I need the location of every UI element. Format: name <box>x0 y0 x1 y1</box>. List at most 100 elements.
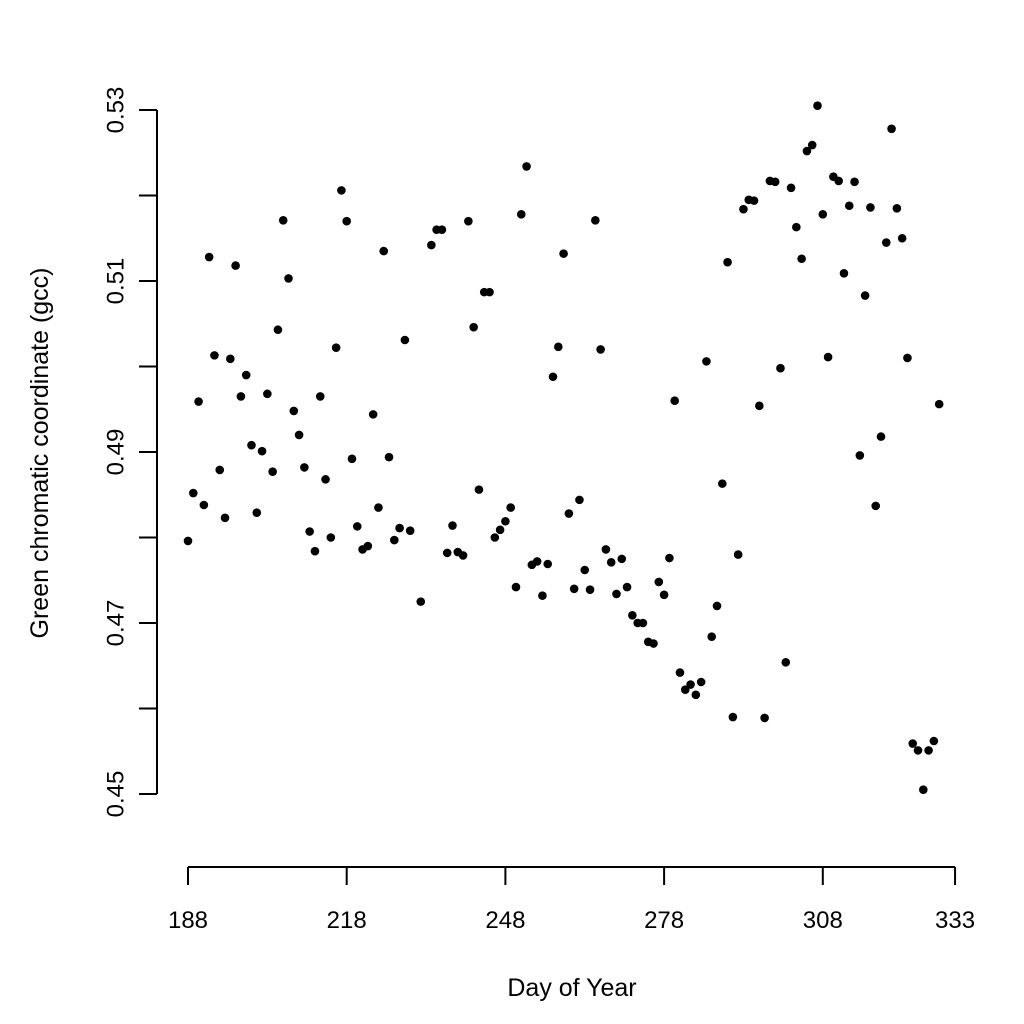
data-point <box>294 430 304 440</box>
y-tick-label: 0.51 <box>103 258 130 305</box>
y-tick-label: 0.49 <box>103 429 130 476</box>
data-point <box>342 216 352 226</box>
data-point <box>416 597 426 606</box>
data-point <box>871 501 880 511</box>
y-tick-label: 0.53 <box>103 87 130 134</box>
data-point <box>427 240 436 250</box>
data-point <box>924 746 933 755</box>
data-point <box>252 508 262 518</box>
data-point <box>532 557 542 566</box>
data-point <box>231 261 240 270</box>
data-point <box>834 176 843 186</box>
data-point <box>659 590 669 600</box>
data-point <box>379 246 389 256</box>
data-point <box>818 210 828 219</box>
data-point <box>405 526 415 535</box>
data-point <box>696 677 706 687</box>
data-point <box>675 668 685 677</box>
data-point <box>881 238 891 247</box>
data-point <box>543 559 553 569</box>
data-point <box>839 269 849 278</box>
data-point <box>273 325 283 335</box>
data-point <box>617 554 627 564</box>
data-point <box>897 233 907 243</box>
data-point <box>352 522 362 531</box>
data-point <box>215 465 225 475</box>
data-point <box>226 354 235 364</box>
data-point <box>755 401 764 411</box>
y-tick-label: 0.47 <box>103 600 130 647</box>
data-point <box>400 335 410 345</box>
data-point <box>241 370 251 380</box>
data-point <box>702 357 711 366</box>
data-point <box>559 249 568 258</box>
data-point <box>866 203 875 212</box>
data-point <box>300 463 309 472</box>
x-axis-title: Day of Year <box>507 974 636 1002</box>
data-point <box>717 479 727 488</box>
data-point <box>850 177 859 187</box>
x-tick-label: 218 <box>327 907 367 934</box>
data-point <box>236 392 246 401</box>
data-point <box>442 548 452 558</box>
data-point <box>622 582 632 592</box>
data-point <box>728 712 738 722</box>
data-point <box>606 557 616 567</box>
data-point <box>390 535 399 545</box>
data-point <box>263 389 272 399</box>
data-point <box>384 452 394 462</box>
data-point <box>628 611 637 620</box>
data-point <box>707 632 717 641</box>
data-point <box>733 550 743 559</box>
data-point <box>665 553 674 563</box>
data-point <box>368 410 378 419</box>
data-point <box>760 713 769 723</box>
data-point <box>749 196 759 205</box>
data-point <box>680 685 690 694</box>
data-point <box>802 146 812 156</box>
x-tick-label: 188 <box>168 907 208 934</box>
data-point <box>813 101 822 111</box>
data-point <box>786 183 796 193</box>
data-point <box>495 525 505 535</box>
data-point <box>919 785 928 795</box>
data-point <box>289 406 299 416</box>
data-point <box>649 639 658 648</box>
data-point <box>326 533 336 542</box>
data-point <box>485 287 494 297</box>
data-point <box>591 215 600 225</box>
data-point <box>448 521 457 530</box>
x-axis: 188 218 248 278 308 333 <box>168 866 975 934</box>
data-point <box>575 495 584 505</box>
data-point <box>374 503 383 512</box>
data-point <box>305 527 314 536</box>
data-point <box>395 523 404 533</box>
data-point <box>596 345 605 354</box>
data-point <box>876 432 886 441</box>
data-point <box>723 257 732 267</box>
data-point <box>437 225 447 234</box>
data-point <box>739 204 748 214</box>
data-point <box>247 440 256 450</box>
data-point <box>844 201 854 211</box>
data-point <box>712 601 722 611</box>
data-point <box>554 342 563 352</box>
data-point <box>183 536 193 546</box>
data-point <box>458 551 468 560</box>
y-tick-label: 0.45 <box>103 771 130 818</box>
y-ticks: 0.45 0.47 0.49 0.51 0.53 <box>103 87 157 818</box>
data-point <box>204 252 214 262</box>
y-axis: 0.45 0.47 0.49 0.51 0.53 <box>103 87 158 818</box>
data-point <box>199 500 209 510</box>
data-point <box>638 618 648 628</box>
data-point <box>776 363 785 373</box>
data-point <box>337 186 346 195</box>
data-point <box>670 396 679 406</box>
data-point <box>538 591 547 600</box>
data-point <box>315 392 325 401</box>
data-point <box>654 577 664 587</box>
data-point <box>887 124 896 134</box>
data-point <box>363 541 373 551</box>
data-point <box>770 177 780 187</box>
